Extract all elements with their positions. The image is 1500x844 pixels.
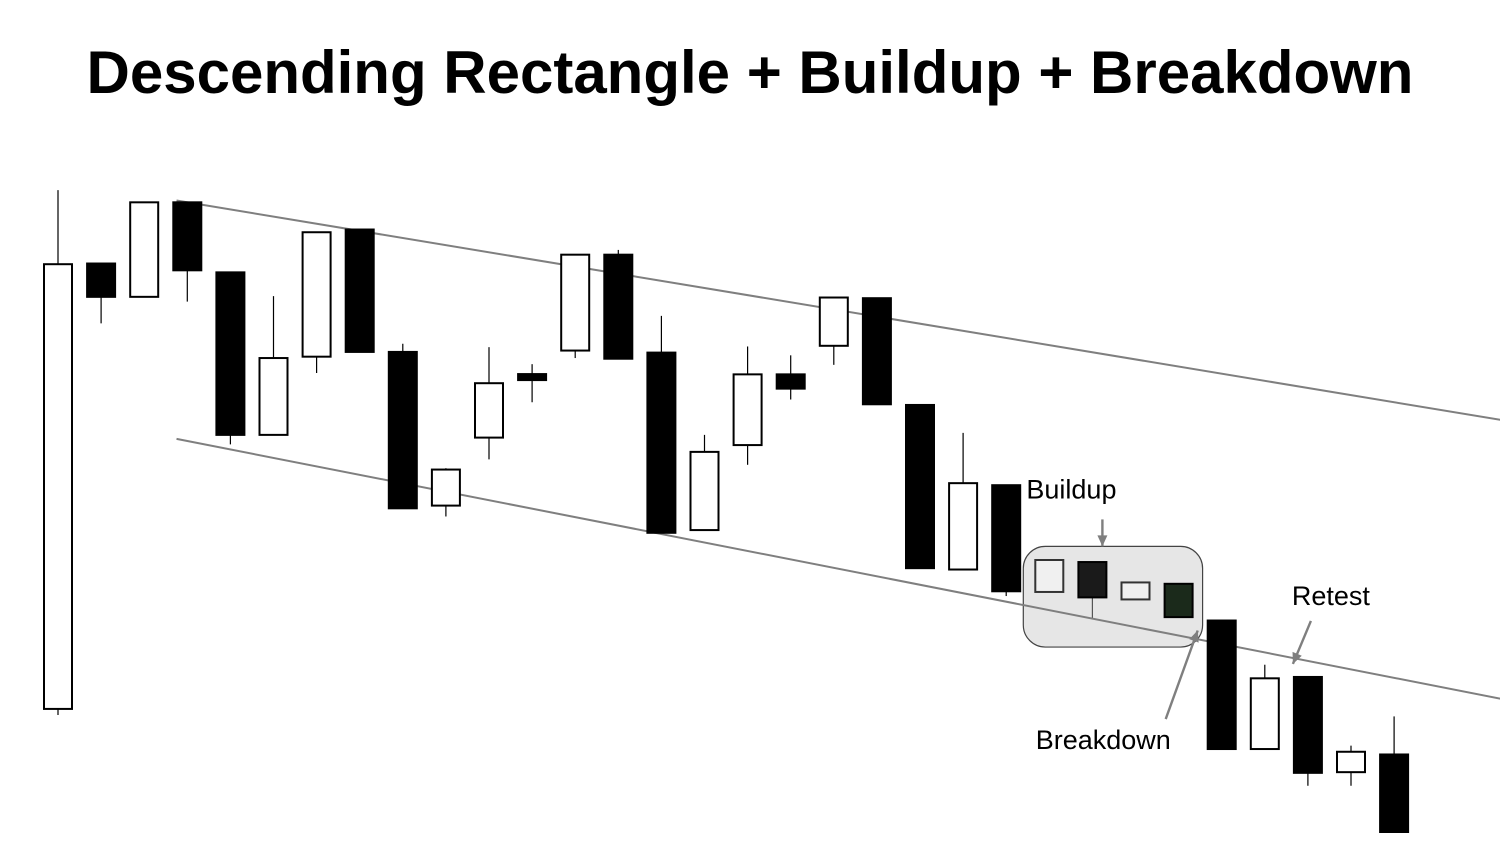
- candle-30: [1336, 745, 1366, 786]
- bullish-candle-body: [1120, 581, 1151, 601]
- bearish-candle-body: [991, 484, 1022, 593]
- candle-14: [646, 315, 677, 534]
- candle-6: [301, 231, 332, 373]
- candle-19: [861, 297, 892, 406]
- arrow-head: [1189, 630, 1199, 643]
- candle-23: [1034, 559, 1065, 593]
- bullish-candle-body: [1249, 677, 1280, 751]
- bullish-candle-body: [129, 201, 160, 298]
- bullish-candle-body: [948, 482, 979, 571]
- bearish-candle-body: [861, 297, 892, 406]
- candle-0: [43, 190, 73, 716]
- candle-22: [991, 484, 1022, 597]
- buildup-region-box: [1022, 545, 1204, 648]
- arrow-shaft: [1164, 630, 1199, 720]
- candle-8: [387, 343, 418, 510]
- bullish-candle-body: [43, 263, 73, 710]
- arrow-head: [1097, 535, 1108, 547]
- lower-channel-line: [176, 437, 1500, 700]
- candle-10: [474, 347, 504, 460]
- retest-label: Retest: [1292, 581, 1371, 611]
- candle-1: [86, 262, 117, 324]
- candle-25: [1120, 581, 1151, 601]
- bearish-candle-body: [387, 350, 418, 510]
- bearish-candle-body: [646, 351, 677, 534]
- candle-21: [948, 432, 979, 571]
- candle-16: [732, 346, 763, 465]
- chart-title: Descending Rectangle + Buildup + Breakdo…: [86, 39, 1414, 106]
- bullish-candle-body: [689, 450, 720, 532]
- bearish-candle-body: [905, 403, 935, 570]
- bearish-candle-body: [172, 201, 203, 272]
- bearish-candle-body: [1163, 582, 1194, 619]
- candle-11: [517, 364, 548, 403]
- candle-12: [560, 253, 591, 359]
- buildup-arrow: [1097, 519, 1108, 547]
- bullish-candle-body: [1034, 559, 1065, 593]
- buildup-region-layer: [1022, 545, 1204, 648]
- candle-7: [344, 228, 375, 353]
- candle-13: [603, 249, 634, 360]
- candle-31: [1379, 716, 1410, 833]
- bullish-candle-body: [301, 231, 332, 358]
- bearish-candle-body: [603, 253, 634, 360]
- bearish-candle-body: [1077, 561, 1108, 599]
- candle-18: [818, 296, 849, 365]
- candle-2: [129, 201, 160, 298]
- bearish-candle-body: [1379, 753, 1410, 833]
- candle-20: [905, 403, 935, 570]
- candle-5: [258, 296, 289, 436]
- candle-15: [689, 434, 720, 532]
- arrow-head: [1292, 651, 1302, 664]
- bearish-candle-body: [215, 271, 246, 436]
- candle-24: [1077, 561, 1108, 618]
- bearish-candle-body: [86, 262, 117, 298]
- buildup-label: Buildup: [1026, 474, 1116, 504]
- bullish-candle-body: [818, 296, 849, 347]
- breakdown-label: Breakdown: [1036, 725, 1171, 755]
- bearish-candle-body: [344, 228, 375, 353]
- candle-17: [775, 355, 806, 400]
- candle-3: [172, 201, 203, 302]
- bullish-candle-body: [258, 357, 289, 436]
- candle-27: [1206, 619, 1237, 751]
- bearish-candle-body: [517, 373, 548, 382]
- annotations-layer: Buildup Breakdown Retest: [1026, 474, 1370, 755]
- candle-29: [1292, 675, 1323, 786]
- bearish-candle-body: [775, 373, 806, 390]
- breakdown-arrow: [1164, 630, 1199, 720]
- candle-4: [215, 271, 246, 445]
- candle-9: [430, 468, 461, 517]
- candle-28: [1249, 664, 1280, 751]
- channel-lines-layer: [176, 199, 1500, 700]
- candles-layer: [43, 190, 1410, 833]
- bullish-candle-body: [474, 382, 504, 439]
- bullish-candle-body: [560, 253, 591, 352]
- candle-26: [1163, 582, 1194, 619]
- bearish-candle-body: [1292, 675, 1323, 774]
- upper-channel-line: [176, 199, 1500, 421]
- retest-arrow: [1291, 620, 1313, 665]
- bullish-candle-body: [430, 468, 461, 507]
- bullish-candle-body: [1336, 750, 1366, 774]
- bullish-candle-body: [732, 373, 763, 447]
- bearish-candle-body: [1206, 619, 1237, 751]
